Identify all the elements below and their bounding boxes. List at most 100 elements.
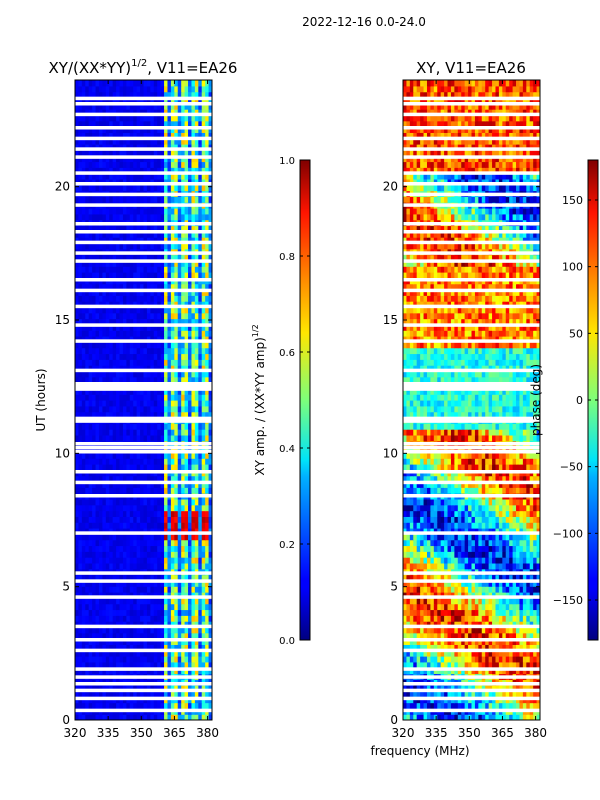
heatmap-cell	[116, 434, 121, 442]
heatmap-cell	[98, 306, 103, 314]
heatmap-cell	[416, 650, 421, 657]
heatmap-cell	[129, 266, 134, 273]
heatmap-cell	[201, 295, 206, 302]
heatmap-cell	[112, 638, 117, 645]
heatmap-cell	[92, 365, 97, 372]
heatmap-cell	[505, 714, 510, 720]
heatmap-cell	[75, 283, 80, 291]
heatmap-cell	[126, 504, 131, 512]
heatmap-cell	[208, 475, 212, 483]
heatmap-cell	[109, 161, 114, 168]
heatmap-cell	[112, 400, 117, 407]
heatmap-cell	[157, 394, 162, 401]
heatmap-cell	[150, 557, 155, 564]
heatmap-cell	[109, 242, 114, 250]
heatmap-cell	[201, 487, 206, 494]
heatmap-cell	[112, 167, 117, 174]
heatmap-cell	[184, 155, 189, 163]
heatmap-cell	[146, 667, 151, 675]
heatmap-cell	[170, 394, 175, 401]
heatmap-cell	[122, 661, 127, 669]
heatmap-cell	[403, 661, 408, 669]
heatmap-cell	[447, 685, 452, 692]
heatmap-cell	[174, 533, 179, 541]
heatmap-cell	[201, 621, 206, 628]
heatmap-cell	[437, 661, 442, 669]
heatmap-cell	[75, 306, 80, 314]
heatmap-cell	[167, 272, 172, 279]
heatmap-cell	[177, 208, 182, 215]
heatmap-cell	[205, 522, 210, 529]
heatmap-cell	[447, 661, 452, 669]
heatmap-cell	[112, 318, 117, 325]
heatmap-cell	[126, 132, 131, 139]
heatmap-cell	[75, 464, 80, 471]
heatmap-cell	[98, 283, 103, 291]
heatmap-cell	[133, 562, 138, 570]
colorbar-tick-label: 0.8	[279, 252, 295, 263]
heatmap-cell	[160, 242, 165, 250]
heatmap-cell	[167, 289, 172, 296]
heatmap-cell	[164, 411, 169, 419]
heatmap-cell	[116, 702, 121, 709]
heatmap-cell	[150, 359, 155, 366]
heatmap-cell	[208, 242, 212, 250]
heatmap-cell	[98, 597, 103, 605]
heatmap-cell	[105, 91, 110, 99]
heatmap-cell	[126, 85, 131, 93]
heatmap-cell	[516, 656, 521, 663]
heatmap-cell	[170, 498, 175, 506]
heatmap-cell	[143, 557, 148, 564]
heatmap-cell	[102, 516, 107, 523]
heatmap-cell	[170, 144, 175, 151]
heatmap-cell	[174, 702, 179, 709]
heatmap-cell	[129, 97, 134, 104]
heatmap-cell	[136, 592, 141, 599]
heatmap-cell	[188, 225, 193, 232]
heatmap-cell	[78, 597, 83, 605]
heatmap-cell	[177, 562, 182, 570]
heatmap-cell	[150, 615, 155, 622]
heatmap-cell	[129, 429, 134, 436]
heatmap-cell	[194, 376, 199, 384]
heatmap-cell	[423, 661, 428, 669]
heatmap-cell	[105, 85, 110, 93]
heatmap-cell	[136, 330, 141, 337]
heatmap-cell	[98, 504, 103, 512]
heatmap-cell	[88, 574, 93, 581]
heatmap-cell	[105, 312, 110, 320]
heatmap-cell	[75, 603, 80, 611]
heatmap-cell	[160, 615, 165, 622]
heatmap-cell	[119, 237, 124, 244]
heatmap-cell	[126, 138, 131, 145]
heatmap-cell	[85, 522, 90, 529]
heatmap-cell	[88, 266, 93, 273]
heatmap-cell	[143, 161, 148, 168]
heatmap-cell	[102, 242, 107, 250]
heatmap-cell	[409, 656, 414, 663]
heatmap-cell	[150, 690, 155, 698]
heatmap-cell	[205, 685, 210, 692]
heatmap-cell	[153, 516, 158, 523]
heatmap-cell	[191, 144, 196, 151]
heatmap-cell	[143, 126, 148, 133]
heatmap-cell	[208, 516, 212, 523]
heatmap-cell	[78, 516, 83, 523]
heatmap-cell	[126, 656, 131, 663]
heatmap-cell	[188, 144, 193, 151]
heatmap-cell	[85, 592, 90, 599]
heatmap-cell	[474, 661, 479, 669]
heatmap-cell	[205, 429, 210, 436]
heatmap-cell	[98, 685, 103, 692]
heatmap-cell	[167, 551, 172, 558]
heatmap-cell	[153, 551, 158, 558]
heatmap-cell	[208, 557, 212, 564]
heatmap-cell	[98, 621, 103, 628]
heatmap-cell	[98, 580, 103, 587]
heatmap-cell	[95, 615, 100, 622]
heatmap-cell	[88, 405, 93, 413]
heatmap-cell	[194, 603, 199, 611]
heatmap-cell	[153, 318, 158, 325]
heatmap-cell	[164, 603, 169, 611]
heatmap-cell	[164, 545, 169, 552]
